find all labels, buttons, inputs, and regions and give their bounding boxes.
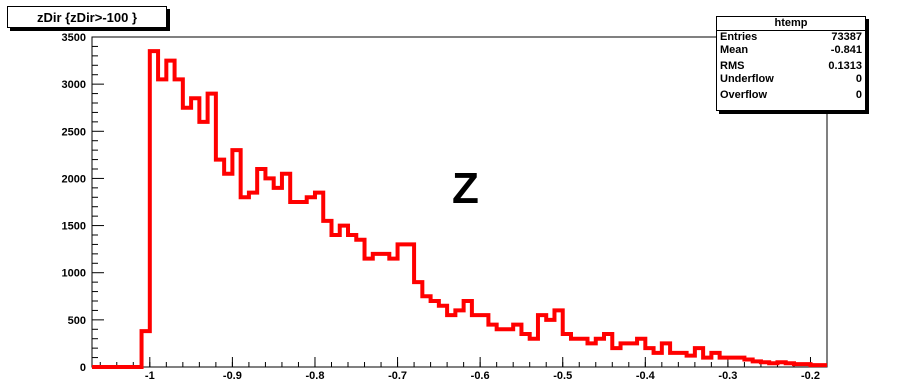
histogram-title: zDir {zDir>-100 } <box>7 6 167 28</box>
x-tick-label: -0.8 <box>305 370 324 379</box>
histogram-line <box>92 49 827 369</box>
y-tick-label: 3500 <box>62 32 86 44</box>
stats-row-entries: Entries 73387 <box>720 31 862 43</box>
x-tick-label: -0.3 <box>718 370 737 379</box>
x-tick-label: -0.9 <box>223 370 242 379</box>
axis-ticks: -1 -0.9 -0.8 -0.7 -0.6 -0.5 -0.4 -0.3 -0.2 0 500 10… <box>62 32 828 379</box>
stats-row-mean: Mean -0.841 <box>720 44 862 56</box>
x-tick-label: -1 <box>145 370 155 379</box>
x-tick-label: -0.4 <box>636 370 656 379</box>
x-tick-label: -0.5 <box>553 370 572 379</box>
stats-box: htemp Entries 73387 Mean -0.841 RMS 0.1313 … <box>716 16 866 111</box>
y-tick-label: 2500 <box>62 126 86 138</box>
x-tick-label: -0.6 <box>471 370 490 379</box>
stats-row-overflow: Overflow 0 <box>720 89 862 101</box>
x-tick-label: -0.2 <box>801 370 820 379</box>
y-tick-label: 0 <box>80 362 86 374</box>
annotation-z: Z <box>452 164 479 213</box>
plot-frame <box>91 36 828 368</box>
y-tick-label: 3000 <box>62 79 86 91</box>
stats-name: htemp <box>717 17 865 31</box>
x-tick-label: -0.7 <box>388 370 407 379</box>
stats-row-rms: RMS 0.1313 <box>720 60 862 72</box>
y-tick-label: 500 <box>68 315 86 327</box>
stats-row-underflow: Underflow 0 <box>720 73 862 85</box>
y-tick-label: 1000 <box>62 268 86 280</box>
y-tick-label: 1500 <box>62 221 86 233</box>
y-tick-label: 2000 <box>62 173 86 185</box>
